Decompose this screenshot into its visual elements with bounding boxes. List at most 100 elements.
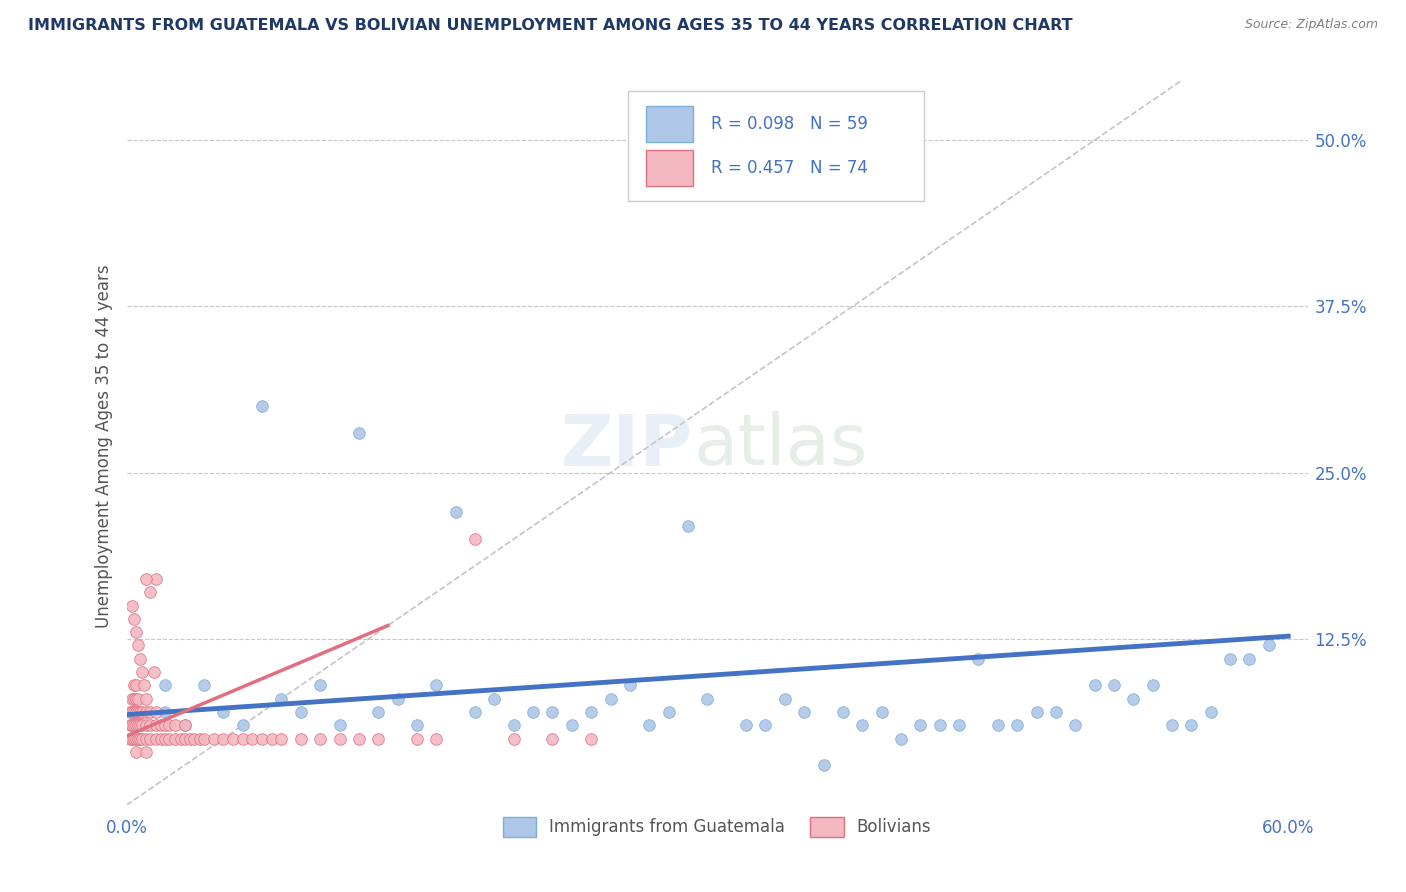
Point — [232, 718, 254, 732]
Point — [1142, 678, 1164, 692]
Point — [290, 731, 312, 746]
Point — [193, 731, 215, 746]
Point — [928, 718, 950, 732]
Point — [135, 691, 157, 706]
Point — [735, 718, 758, 732]
Point — [1161, 718, 1184, 732]
Point — [127, 639, 149, 653]
Point — [125, 731, 148, 746]
Point — [155, 705, 177, 719]
Bar — [647, 150, 693, 186]
Point — [1239, 652, 1261, 666]
Point — [1199, 705, 1222, 719]
Point — [131, 705, 153, 719]
Point — [270, 691, 292, 706]
Point — [387, 691, 409, 706]
Point — [464, 532, 486, 546]
Point — [127, 718, 149, 732]
Point — [135, 572, 157, 586]
Point — [121, 705, 143, 719]
Point — [132, 678, 155, 692]
Point — [125, 678, 148, 692]
Point — [444, 506, 467, 520]
Point — [716, 146, 738, 161]
Point — [127, 691, 149, 706]
Point — [139, 718, 162, 732]
Point — [157, 718, 180, 732]
Point — [145, 572, 167, 586]
Point — [502, 731, 524, 746]
Text: IMMIGRANTS FROM GUATEMALA VS BOLIVIAN UNEMPLOYMENT AMONG AGES 35 TO 44 YEARS COR: IMMIGRANTS FROM GUATEMALA VS BOLIVIAN UN… — [28, 18, 1073, 33]
Point — [309, 678, 332, 692]
Text: R = 0.457   N = 74: R = 0.457 N = 74 — [711, 159, 868, 177]
Point — [135, 718, 157, 732]
Point — [561, 718, 583, 732]
Text: atlas: atlas — [693, 411, 868, 481]
Point — [260, 731, 283, 746]
Point — [173, 718, 195, 732]
Point — [139, 585, 162, 599]
Point — [328, 718, 350, 732]
Point — [155, 718, 177, 732]
Point — [121, 731, 143, 746]
Point — [120, 705, 142, 719]
Point — [367, 705, 389, 719]
Point — [188, 731, 211, 746]
Point — [1102, 678, 1125, 692]
Point — [832, 705, 855, 719]
Point — [127, 705, 149, 719]
Point — [124, 718, 146, 732]
Point — [125, 745, 148, 759]
Point — [754, 718, 776, 732]
Point — [183, 731, 205, 746]
Bar — [647, 106, 693, 143]
Y-axis label: Unemployment Among Ages 35 to 44 years: Unemployment Among Ages 35 to 44 years — [94, 264, 112, 628]
Point — [1045, 705, 1067, 719]
Point — [129, 718, 152, 732]
Point — [658, 705, 681, 719]
Point — [638, 718, 661, 732]
Point — [813, 758, 835, 772]
Point — [290, 705, 312, 719]
Point — [773, 691, 796, 706]
Point — [1122, 691, 1144, 706]
Point — [155, 678, 177, 692]
Point — [127, 731, 149, 746]
Legend: Immigrants from Guatemala, Bolivians: Immigrants from Guatemala, Bolivians — [496, 810, 938, 844]
Point — [155, 731, 177, 746]
FancyBboxPatch shape — [628, 91, 924, 201]
Point — [150, 731, 173, 746]
Point — [242, 731, 264, 746]
Point — [150, 718, 173, 732]
Point — [1005, 718, 1028, 732]
Point — [121, 718, 143, 732]
Point — [484, 691, 506, 706]
Point — [793, 705, 815, 719]
Point — [179, 731, 201, 746]
Point — [309, 731, 332, 746]
Text: ZIP: ZIP — [561, 411, 693, 481]
Point — [599, 691, 621, 706]
Point — [502, 718, 524, 732]
Point — [406, 731, 429, 746]
Point — [406, 718, 429, 732]
Point — [250, 399, 273, 413]
Point — [135, 745, 157, 759]
Point — [676, 518, 699, 533]
Point — [135, 731, 157, 746]
Point — [129, 705, 152, 719]
Point — [250, 731, 273, 746]
Point — [425, 731, 447, 746]
Point — [125, 705, 148, 719]
Point — [541, 731, 564, 746]
Point — [619, 678, 641, 692]
Point — [1064, 718, 1087, 732]
Point — [135, 705, 157, 719]
Point — [696, 691, 718, 706]
Text: Source: ZipAtlas.com: Source: ZipAtlas.com — [1244, 18, 1378, 31]
Point — [124, 705, 146, 719]
Point — [157, 731, 180, 746]
Point — [120, 718, 142, 732]
Point — [129, 731, 152, 746]
Point — [579, 731, 602, 746]
